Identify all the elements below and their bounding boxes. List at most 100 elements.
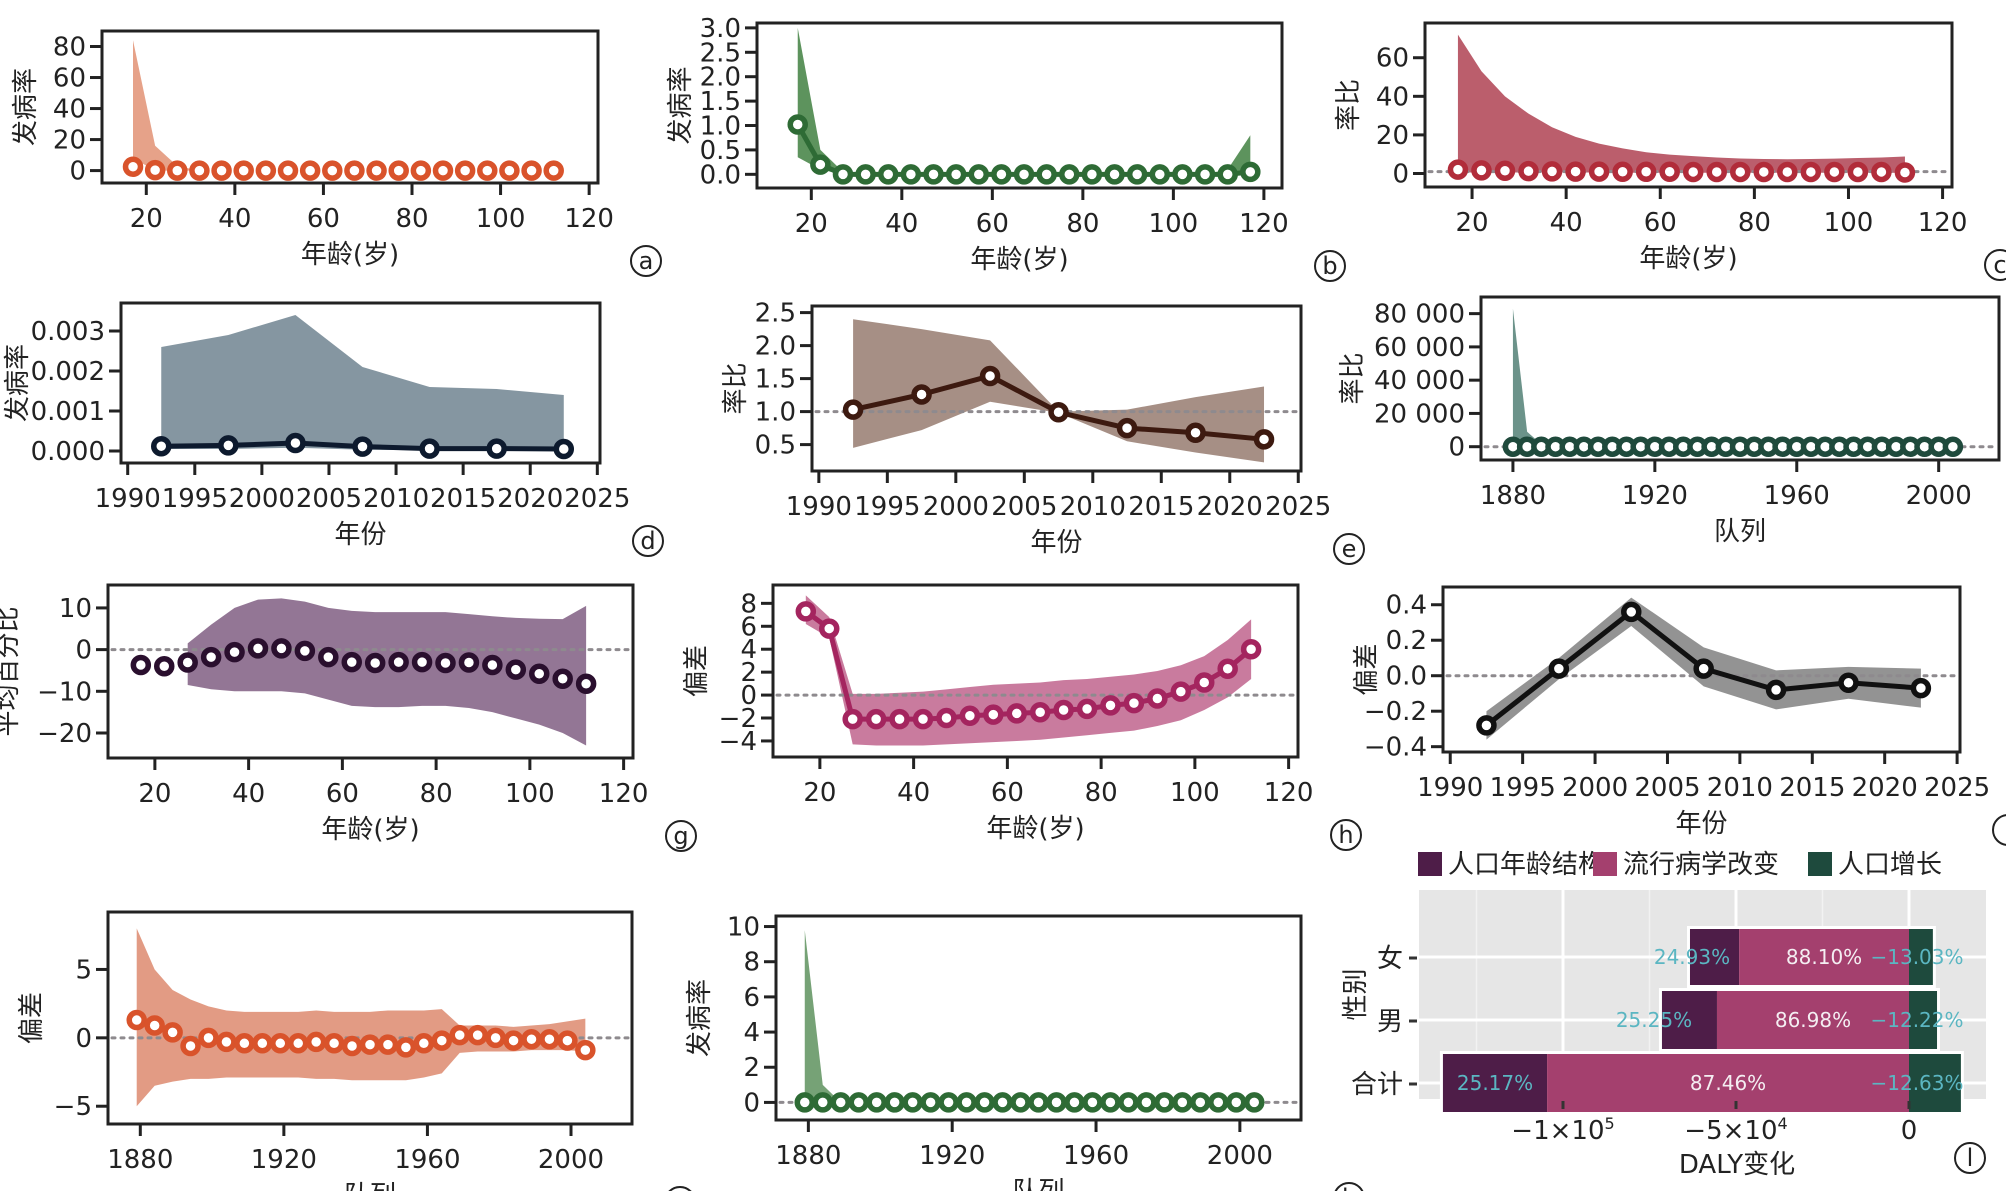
data-point <box>144 1015 165 1036</box>
bar-segment <box>1909 1054 1961 1112</box>
data-point <box>1046 1092 1067 1113</box>
data-point <box>923 164 944 185</box>
x-tick-label: 100 <box>1149 209 1199 239</box>
data-point <box>865 708 887 730</box>
data-point <box>902 1092 923 1113</box>
x-tick-label: 120 <box>599 779 649 809</box>
plot-frame <box>119 301 602 465</box>
data-point <box>1847 161 1869 183</box>
data-point <box>848 1092 869 1113</box>
data-point <box>388 160 409 181</box>
data-point <box>388 651 409 673</box>
x-axis-label: 年份 <box>1675 809 1727 839</box>
data-point <box>575 673 597 695</box>
data-point <box>552 668 573 690</box>
x-axis-label: 队列 <box>344 1181 396 1191</box>
confidence-band <box>133 40 554 171</box>
panel-label-circle <box>1954 1142 1986 1174</box>
y-axis-label: 偏差 <box>1352 643 1382 695</box>
confidence-band <box>797 27 1251 175</box>
panel-j: 1880 1920 1960 2000 −5 0 5 队列 偏差 j <box>17 910 692 1191</box>
data-point <box>787 114 808 135</box>
panel-i: 1990 1995 2000 2005 2010 2015 2020 2025 −0.4 −0.2… <box>1352 585 2006 846</box>
bar-segment <box>1909 991 1938 1049</box>
y-tick-label: 0 <box>1392 159 1409 189</box>
y-tick-label: 60 000 <box>1374 333 1465 363</box>
x-tick-label: 1880 <box>1480 481 1546 511</box>
bar-value-label: 25.17% <box>1457 1071 1533 1095</box>
data-point <box>467 1024 488 1046</box>
panel-label: c <box>1993 251 2006 279</box>
data-point <box>1476 715 1497 736</box>
data-point <box>1635 161 1657 183</box>
data-point <box>458 652 480 673</box>
y-tick-label: 1.0 <box>700 112 741 142</box>
y-tick-label: 2.0 <box>700 63 741 93</box>
data-point <box>299 160 321 181</box>
x-tick-label: 2015 <box>1779 773 1845 803</box>
data-point <box>819 618 840 639</box>
data-point <box>983 704 1004 725</box>
data-point <box>505 659 527 680</box>
data-point <box>287 1033 309 1054</box>
panel-d: 1990 1995 2000 2005 2010 2015 2020 2025 0.000 0.0… <box>3 301 664 557</box>
x-axis-label: 年龄(岁) <box>321 815 419 845</box>
y-tick-label: 0 <box>75 1024 92 1054</box>
y-tick-label: 8 <box>740 589 757 619</box>
bar-segment <box>1739 929 1909 985</box>
data-point <box>144 159 166 181</box>
x-tick-label: 80 <box>420 779 453 809</box>
x-tick-label: 2025 <box>1265 492 1331 522</box>
plot-frame <box>1479 295 2001 462</box>
x-axis-label: 年龄(岁) <box>301 240 399 270</box>
x-tick-label: 1920 <box>1622 481 1688 511</box>
data-point <box>1621 601 1642 623</box>
data-point <box>485 1027 506 1049</box>
panel-c: 20 40 60 80 100 120 0 20 40 60 年龄(岁) 率比 c <box>1334 21 2006 281</box>
data-point <box>189 160 210 181</box>
y-tick-label: −20 <box>37 719 92 749</box>
y-axis-label: 率比 <box>721 362 751 414</box>
data-point <box>200 646 222 668</box>
data-point <box>553 438 575 460</box>
bar-value-label: −12.63% <box>1870 1071 1963 1095</box>
data-point <box>1226 1092 1247 1113</box>
data-point <box>1147 688 1168 709</box>
y-tick-label: 0.5 <box>700 136 741 166</box>
data-point <box>1208 1092 1229 1113</box>
data-point <box>503 1030 524 1051</box>
data-point <box>271 638 292 659</box>
data-point <box>812 1092 833 1113</box>
panel-label-circle <box>1334 1182 1364 1191</box>
panel-b: 20 40 60 80 100 120 0.00.51.01.52.02.53.0 年龄(岁)… <box>666 14 1346 282</box>
x-tick-label: 2005 <box>296 484 362 514</box>
plot-frame <box>755 21 1284 190</box>
y-tick-label: 2.5 <box>755 299 796 329</box>
bar-segment <box>1909 929 1933 985</box>
data-point <box>1693 658 1714 679</box>
data-point <box>1682 161 1704 183</box>
data-point <box>557 1030 578 1051</box>
y-tick-label: −2 <box>719 704 757 734</box>
bar-segment <box>1442 1054 1548 1112</box>
y-tick-label: 0 <box>1448 433 1465 463</box>
x-tick-label: 120 <box>1918 208 1968 238</box>
y-tick-label: 2.5 <box>700 38 741 68</box>
data-point <box>285 432 306 454</box>
y-axis-label: 率比 <box>1334 79 1364 131</box>
data-point <box>539 1028 560 1050</box>
data-point <box>1104 164 1125 185</box>
data-point <box>795 601 817 622</box>
data-point <box>1194 672 1215 693</box>
x-axis-label: 队列 <box>1012 1177 1064 1191</box>
data-point <box>218 435 239 456</box>
data-point <box>395 1037 417 1058</box>
data-point <box>911 384 932 405</box>
y-tick-label: 0 <box>740 681 757 711</box>
y-axis-label: 偏差 <box>17 992 47 1044</box>
x-tick-label: 60 <box>326 779 359 809</box>
data-point <box>992 1092 1013 1113</box>
